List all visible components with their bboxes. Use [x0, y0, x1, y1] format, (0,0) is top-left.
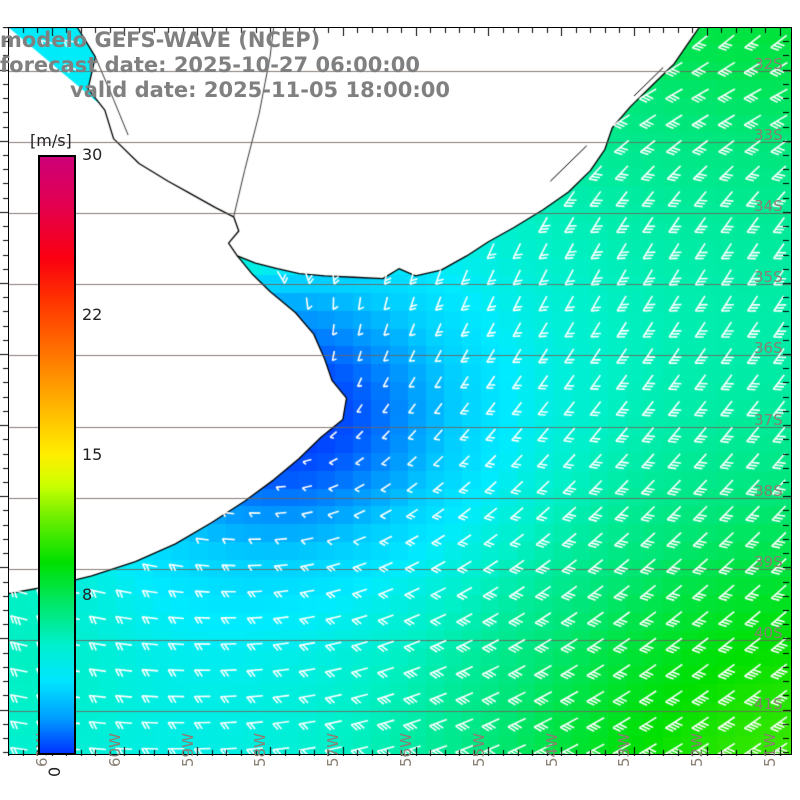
colorbar-tick: 8 [82, 585, 93, 604]
map-plot-area [8, 27, 792, 755]
colorbar-unit-label: [m/s] [30, 131, 72, 150]
latitude-label: 37S [754, 410, 783, 429]
longitude-label: 53W [615, 733, 634, 767]
latitude-label: 35S [754, 268, 783, 287]
longitude-label: 58W [251, 733, 270, 767]
colorbar [38, 155, 76, 755]
colorbar-tick: 15 [82, 445, 103, 464]
title-forecast-date: forecast date: 2025-10-27 06:00:00 [0, 53, 420, 77]
longitude-label: 56W [397, 733, 415, 767]
longitude-label: 57W [324, 733, 343, 767]
longitude-label: 60W [105, 733, 124, 767]
latitude-label: 32S [754, 55, 783, 74]
colorbar-tick: 22 [82, 305, 103, 324]
longitude-label: 52W [688, 733, 707, 767]
colorbar-gradient [38, 155, 76, 755]
longitude-label: 51W [760, 733, 779, 767]
wind-barb-layer [8, 27, 792, 755]
latitude-label: 41S [754, 694, 783, 713]
title-valid-date: valid date: 2025-11-05 18:00:00 [70, 78, 450, 102]
latitude-label: 40S [754, 623, 783, 642]
latitude-label: 34S [754, 197, 783, 216]
axis-ticks-top [8, 27, 792, 36]
axis-ticks-left [0, 27, 9, 755]
longitude-label: 59W [178, 733, 197, 767]
latitude-label: 38S [754, 481, 783, 500]
colorbar-tick-zero: 0 [45, 766, 64, 777]
longitude-label: 54W [542, 733, 561, 767]
latitude-label: 33S [754, 126, 783, 145]
axis-ticks-bottom [8, 747, 792, 756]
longitude-label: 55W [469, 733, 488, 767]
latitude-label: 36S [754, 339, 783, 358]
title-model: modelo GEFS-WAVE (NCEP) [0, 28, 321, 52]
colorbar-tick: 30 [82, 145, 103, 164]
axis-ticks-right [783, 27, 792, 755]
latitude-label: 39S [754, 552, 783, 571]
figure-title: modelo GEFS-WAVE (NCEP) forecast date: 2… [0, 28, 520, 103]
